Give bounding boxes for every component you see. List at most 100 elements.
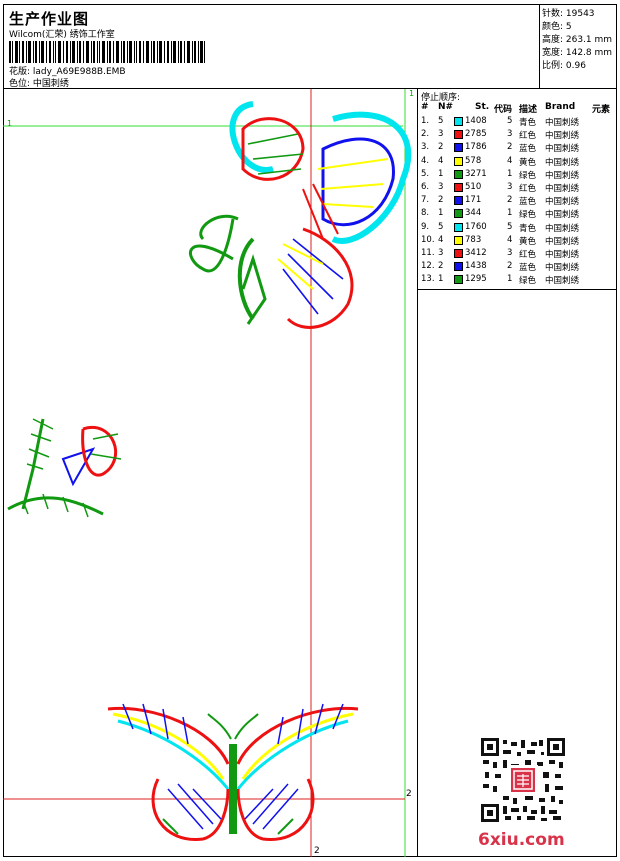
table-row: 1. 5 1408 5 青色 中国刺绣 — [418, 116, 617, 129]
design-height: 高度: 263.1 mm — [542, 35, 613, 45]
row-brand: 中国刺绣 — [545, 276, 580, 287]
row-index: 5. — [421, 168, 430, 179]
col-header-brand: Brand — [545, 102, 576, 112]
design-preview: 1 1 2 2 — [3, 89, 418, 857]
row-code: 1 — [507, 168, 513, 179]
row-stitches: 3412 — [465, 248, 487, 258]
page-title: 生产作业图 — [9, 10, 90, 28]
row-needle-number: 3 — [438, 248, 444, 258]
row-needle-number: 5 — [438, 116, 444, 126]
row-brand: 中国刺绣 — [545, 131, 580, 142]
color-swatch — [454, 117, 463, 126]
row-description: 绿色 — [519, 276, 537, 287]
studio-name: Wilcom(汇荣) 绣饰工作室 — [9, 30, 115, 40]
table-row: 7. 2 171 2 蓝色 中国刺绣 — [418, 195, 617, 208]
row-stitches: 3271 — [465, 168, 487, 179]
row-description: 蓝色 — [519, 144, 537, 155]
row-index: 2. — [421, 129, 430, 140]
flower-sprig-icon — [7, 418, 122, 518]
row-index: 4. — [421, 155, 430, 166]
guide-label-red-bottom: 2 — [314, 846, 320, 856]
row-needle-number: 5 — [438, 221, 444, 232]
col-header-element: 元素 — [592, 105, 611, 115]
row-description: 绿色 — [519, 170, 537, 181]
stats-panel: 针数: 19543 颜色: 5 高度: 263.1 mm 宽度: 142.8 m… — [540, 4, 617, 89]
col-header-description: 描述 — [519, 105, 538, 115]
table-row: 10. 4 783 4 黄色 中国刺绣 — [418, 235, 617, 248]
row-code: 5 — [507, 116, 513, 126]
row-index: 9. — [421, 221, 430, 232]
row-brand: 中国刺绣 — [545, 250, 580, 260]
table-row: 4. 4 578 4 黄色 中国刺绣 — [418, 156, 617, 169]
color-swatch — [454, 209, 463, 219]
row-stitches: 344 — [465, 208, 482, 219]
row-stitches: 1408 — [465, 116, 487, 126]
col-header-stitches: St. — [475, 102, 490, 112]
row-description: 红色 — [519, 184, 537, 194]
stop-sequence-panel: 停止顺序: # N# St. 代码 描述 Brand 元素 1. 5 1408 5 青色… — [418, 89, 617, 290]
color-swatch — [454, 222, 463, 232]
row-stitches: 510 — [465, 182, 482, 192]
row-brand: 中国刺绣 — [545, 223, 580, 234]
production-sheet — [3, 4, 617, 857]
row-description: 黄色 — [519, 236, 537, 247]
stitch-count: 针数: 19543 — [542, 9, 595, 19]
row-index: 1. — [421, 116, 430, 126]
row-needle-number: 3 — [438, 129, 444, 140]
row-needle-number: 2 — [438, 142, 444, 153]
row-stitches: 1760 — [465, 221, 487, 232]
row-code: 1 — [507, 274, 513, 285]
row-needle-number: 3 — [438, 182, 444, 192]
row-needle-number: 4 — [438, 155, 444, 166]
color-swatch — [454, 249, 463, 258]
table-row: 12. 2 1438 2 蓝色 中国刺绣 — [418, 261, 617, 274]
row-description: 青色 — [519, 223, 537, 234]
watermark-logo[interactable]: 6xiu.com — [478, 830, 565, 850]
row-description: 青色 — [519, 118, 537, 128]
row-brand: 中国刺绣 — [545, 210, 580, 221]
color-swatch — [454, 169, 463, 179]
color-swatch — [454, 235, 463, 245]
row-description: 红色 — [519, 131, 537, 142]
row-brand: 中国刺绣 — [545, 197, 580, 208]
row-code: 4 — [507, 234, 513, 245]
col-header-index: # — [421, 102, 429, 112]
table-row: 3. 2 1786 2 蓝色 中国刺绣 — [418, 142, 617, 155]
header-info: 生产作业图 Wilcom(汇荣) 绣饰工作室 花版: lady_A69E988B — [3, 4, 540, 89]
row-brand: 中国刺绣 — [545, 157, 580, 168]
row-stitches: 171 — [465, 195, 482, 206]
table-row: 11. 3 3412 3 红色 中国刺绣 — [418, 248, 617, 261]
row-stitches: 2785 — [465, 129, 487, 140]
color-swatch — [454, 196, 463, 206]
row-needle-number: 2 — [438, 261, 444, 272]
design-file-label: 花版: lady_A69E988B.EMB — [9, 67, 126, 77]
stop-sequence-title: 停止顺序: — [421, 93, 461, 103]
row-index: 8. — [421, 208, 430, 219]
table-row: 13. 1 1295 1 绿色 中国刺绣 — [418, 274, 617, 287]
color-swatch — [454, 143, 463, 153]
butterfly-top-icon — [189, 101, 412, 329]
row-index: 11. — [421, 248, 435, 258]
row-index: 12. — [421, 261, 435, 272]
row-description: 红色 — [519, 250, 537, 260]
row-brand: 中国刺绣 — [545, 184, 580, 194]
row-needle-number: 2 — [438, 195, 444, 206]
row-description: 蓝色 — [519, 263, 537, 274]
guide-label-green-top: 1 — [409, 89, 415, 98]
butterfly-bottom-icon — [107, 703, 359, 841]
color-swatch — [454, 130, 463, 140]
color-set-label: 色位: 中国刺绣 — [9, 79, 69, 89]
row-needle-number: 1 — [438, 208, 444, 219]
color-swatch — [454, 156, 463, 166]
row-brand: 中国刺绣 — [545, 263, 580, 274]
col-header-number: N# — [438, 102, 454, 112]
row-stitches: 1786 — [465, 142, 487, 153]
row-index: 10. — [421, 234, 435, 245]
row-brand: 中国刺绣 — [545, 170, 580, 181]
row-stitches: 783 — [465, 234, 482, 245]
row-needle-number: 1 — [438, 168, 444, 179]
row-description: 蓝色 — [519, 197, 537, 208]
row-code: 4 — [507, 155, 513, 166]
row-description: 绿色 — [519, 210, 537, 221]
row-needle-number: 4 — [438, 234, 444, 245]
